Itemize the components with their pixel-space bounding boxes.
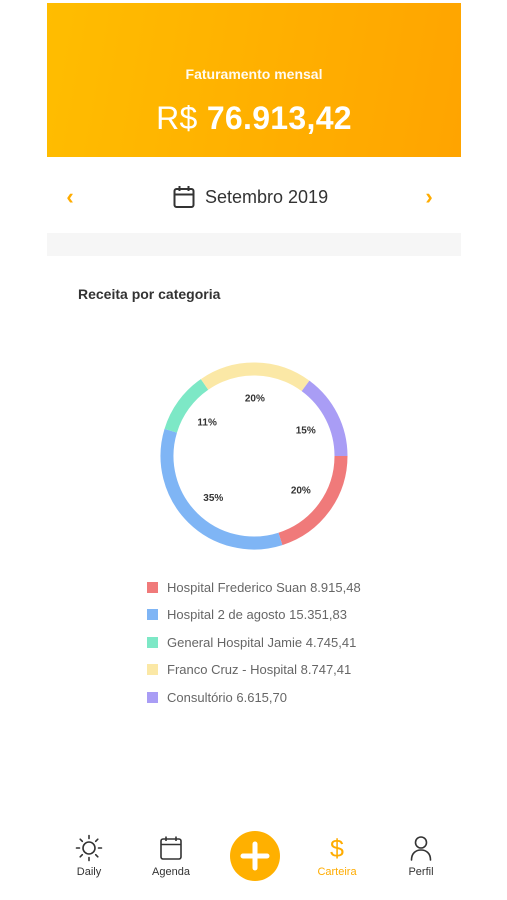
tab-agenda[interactable]: Agenda bbox=[141, 834, 201, 878]
chevron-right-icon[interactable]: › bbox=[425, 184, 433, 209]
chevron-left-icon[interactable]: ‹ bbox=[66, 184, 74, 209]
user-icon bbox=[410, 836, 432, 861]
revenue-value: 76.913,42 bbox=[206, 100, 352, 136]
legend-swatch bbox=[147, 691, 158, 703]
month-selector[interactable]: Setembro 2019 bbox=[173, 184, 328, 210]
svg-text:$: $ bbox=[330, 835, 344, 862]
donut-slice bbox=[278, 455, 348, 546]
slice-percent-label: 15% bbox=[296, 425, 316, 436]
legend-item: General Hospital Jamie 4.745,41 bbox=[147, 631, 361, 653]
slice-percent-label: 35% bbox=[203, 493, 223, 504]
tab-label: Daily bbox=[76, 866, 102, 878]
dollar-icon: $ bbox=[330, 835, 344, 862]
monthly-revenue-header: Faturamento mensal R$ 76.913,42 bbox=[47, 3, 461, 157]
chart-legend: Hospital Frederico Suan 8.915,48 Hospital… bbox=[147, 576, 361, 714]
slice-percent-label: 20% bbox=[291, 486, 311, 497]
tab-label: Perfil bbox=[408, 866, 434, 878]
add-button[interactable] bbox=[230, 831, 280, 881]
tab-perfil[interactable]: Perfil bbox=[391, 834, 451, 878]
donut-slice bbox=[160, 428, 283, 550]
tab-daily[interactable]: Daily bbox=[59, 834, 119, 878]
legend-item: Franco Cruz - Hospital 8.747,41 bbox=[147, 659, 361, 681]
tab-label: Agenda bbox=[152, 866, 190, 878]
slice-percent-label: 11% bbox=[197, 417, 217, 428]
legend-swatch bbox=[147, 664, 158, 675]
donut-slice bbox=[200, 362, 310, 392]
legend-swatch bbox=[147, 609, 158, 620]
legend-item: Consultório 6.615,70 bbox=[147, 686, 361, 708]
revenue-donut-chart: 20% 35% 11% 20% 15% bbox=[154, 356, 354, 556]
plus-icon bbox=[240, 841, 270, 871]
legend-label: Franco Cruz - Hospital 8.747,41 bbox=[167, 662, 352, 677]
currency-symbol: R$ bbox=[156, 100, 198, 136]
revenue-label: Faturamento mensal bbox=[185, 66, 323, 82]
section-title: Receita por categoria bbox=[78, 286, 221, 302]
legend-label: Consultório 6.615,70 bbox=[167, 689, 287, 705]
donut-svg: 20% 35% 11% 20% 15% bbox=[160, 362, 348, 550]
tab-carteira[interactable]: $ Carteira bbox=[307, 834, 367, 878]
slice-percent-label: 20% bbox=[245, 394, 265, 405]
tab-label: Carteira bbox=[317, 866, 357, 878]
legend-label: Hospital Frederico Suan 8.915,48 bbox=[167, 579, 361, 595]
month-navigator: ‹ Setembro 2019 › bbox=[47, 175, 461, 219]
legend-item: Hospital Frederico Suan 8.915,48 bbox=[147, 576, 361, 598]
bottom-tab-bar: Daily Agenda $ Carteira Perfil bbox=[47, 826, 461, 890]
month-label: Setembro 2019 bbox=[205, 186, 329, 207]
legend-swatch bbox=[147, 636, 158, 648]
legend-label: Hospital 2 de agosto 15.351,83 bbox=[167, 607, 347, 622]
legend-swatch bbox=[147, 581, 158, 593]
revenue-amount: R$ 76.913,42 bbox=[47, 100, 461, 137]
sun-icon bbox=[75, 834, 103, 862]
donut-slice bbox=[301, 380, 348, 457]
divider-band bbox=[47, 233, 461, 256]
calendar-icon bbox=[173, 186, 195, 208]
calendar-icon bbox=[160, 836, 182, 860]
legend-item: Hospital 2 de agosto 15.351,83 bbox=[147, 604, 361, 626]
legend-label: General Hospital Jamie 4.745,41 bbox=[167, 634, 357, 650]
donut-slice bbox=[164, 379, 209, 433]
